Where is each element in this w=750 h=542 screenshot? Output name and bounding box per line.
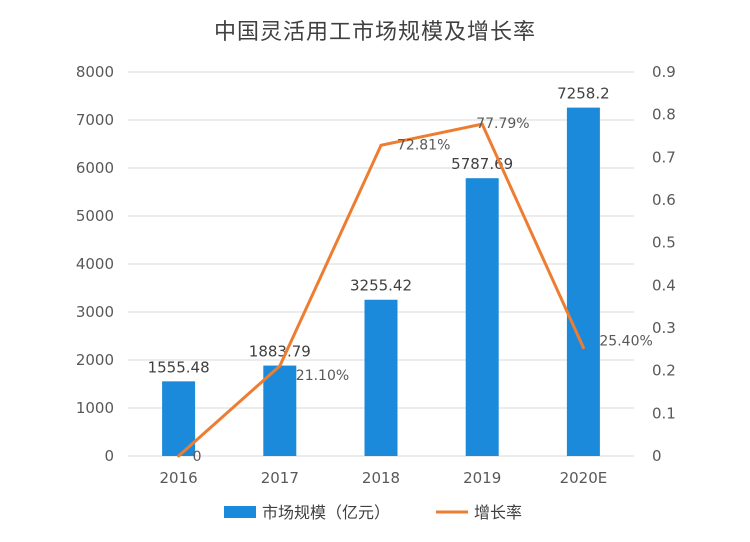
x-tick-label: 2019	[463, 469, 501, 487]
left-tick-label: 2000	[76, 351, 114, 369]
bar-data-label: 1555.48	[148, 358, 210, 376]
line-data-label: 25.40%	[599, 334, 652, 350]
right-tick-label: 0.7	[652, 148, 676, 166]
left-tick-label: 1000	[76, 399, 114, 417]
bar	[263, 365, 297, 456]
line-data-labels: 0 21.10% 72.81% 77.79% 25.40%	[193, 116, 653, 465]
left-tick-label: 7000	[76, 111, 114, 129]
line-point	[480, 122, 484, 126]
bar	[364, 299, 398, 456]
bar	[465, 178, 499, 456]
right-tick-label: 0.1	[652, 404, 676, 422]
x-tick-label: 2018	[362, 469, 400, 487]
legend-bar-swatch	[224, 506, 256, 518]
left-tick-label: 4000	[76, 255, 114, 273]
line-point	[278, 364, 282, 368]
left-tick-label: 5000	[76, 207, 114, 225]
line-point	[177, 454, 181, 458]
right-tick-label: 0.2	[652, 362, 676, 380]
x-tick-label: 2020E	[560, 469, 608, 487]
right-tick-label: 0.8	[652, 106, 676, 124]
left-tick-label: 8000	[76, 63, 114, 81]
left-tick-label: 0	[104, 447, 114, 465]
line-series	[177, 122, 585, 458]
line-data-label: 77.79%	[476, 116, 529, 132]
x-tick-label: 2016	[160, 469, 198, 487]
line-point	[379, 143, 383, 147]
right-tick-label: 0	[652, 447, 662, 465]
right-axis-ticks: 0 0.1 0.2 0.3 0.4 0.5 0.6 0.7 0.8 0.9	[652, 63, 676, 465]
line-data-label: 0	[193, 449, 202, 465]
right-tick-label: 0.9	[652, 63, 676, 81]
left-tick-label: 3000	[76, 303, 114, 321]
line-data-label: 21.10%	[296, 368, 349, 384]
bar-data-label: 3255.42	[350, 277, 412, 295]
chart-title: 中国灵活用工市场规模及增长率	[213, 20, 536, 45]
bar-series	[162, 107, 600, 457]
line-point	[581, 346, 585, 350]
bar-data-label: 1883.79	[249, 343, 311, 361]
left-axis-ticks: 0 1000 2000 3000 4000 5000 6000 7000 8000	[76, 63, 114, 465]
right-tick-label: 0.3	[652, 319, 676, 337]
line-data-label: 72.81%	[397, 137, 450, 153]
legend-line-label: 增长率	[474, 503, 522, 522]
left-tick-label: 6000	[76, 159, 114, 177]
legend: 市场规模（亿元） 增长率	[224, 503, 522, 522]
right-tick-label: 0.6	[652, 191, 676, 209]
right-tick-label: 0.5	[652, 234, 676, 252]
right-tick-label: 0.4	[652, 276, 676, 294]
bar-data-label: 7258.2	[557, 85, 610, 103]
x-tick-label: 2017	[261, 469, 299, 487]
x-axis-ticks: 2016 2017 2018 2019 2020E	[160, 469, 608, 487]
bar	[162, 381, 196, 456]
legend-bar-label: 市场规模（亿元）	[262, 503, 390, 522]
bar	[566, 107, 600, 457]
